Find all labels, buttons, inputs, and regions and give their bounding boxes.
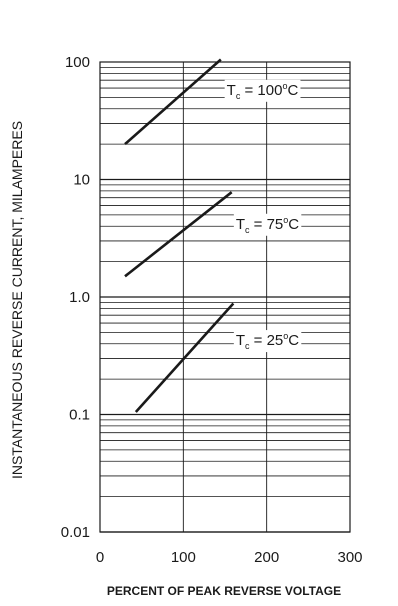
y-tick-labels: 0.01 0.1 1.0 10 100 (61, 54, 90, 541)
series-annotation: Tc = 75oC (236, 215, 299, 235)
y-tick-label: 0.1 (69, 407, 90, 424)
x-tick-label: 300 (337, 549, 362, 566)
series-annotation: Tc = 100oC (227, 81, 299, 101)
x-tick-label: 100 (171, 549, 196, 566)
series-line (134, 302, 235, 413)
series-line (124, 191, 233, 278)
grid (99, 61, 351, 533)
y-tick-label: 100 (65, 54, 90, 71)
annotations: Tc = 100oC Tc = 75oC Tc = 25oC (224, 79, 302, 353)
x-tick-label: 0 (96, 549, 104, 566)
y-tick-label: 10 (73, 172, 90, 189)
x-axis-title: PERCENT OF PEAK REVERSE VOLTAGE (107, 584, 341, 598)
x-tick-label: 200 (254, 549, 279, 566)
annotation-background (233, 213, 302, 236)
annotation-background (233, 330, 302, 353)
series-line (124, 58, 222, 146)
y-axis-title: INSTANTANEOUS REVERSE CURRENT, MILAMPERE… (9, 121, 25, 479)
series-lines (124, 58, 235, 413)
x-tick-labels: 0 100 200 300 (96, 549, 363, 566)
series-annotation: Tc = 25oC (236, 331, 299, 351)
y-tick-label: 1.0 (69, 289, 90, 306)
y-tick-label: 0.01 (61, 524, 90, 541)
annotation-background (224, 79, 301, 102)
